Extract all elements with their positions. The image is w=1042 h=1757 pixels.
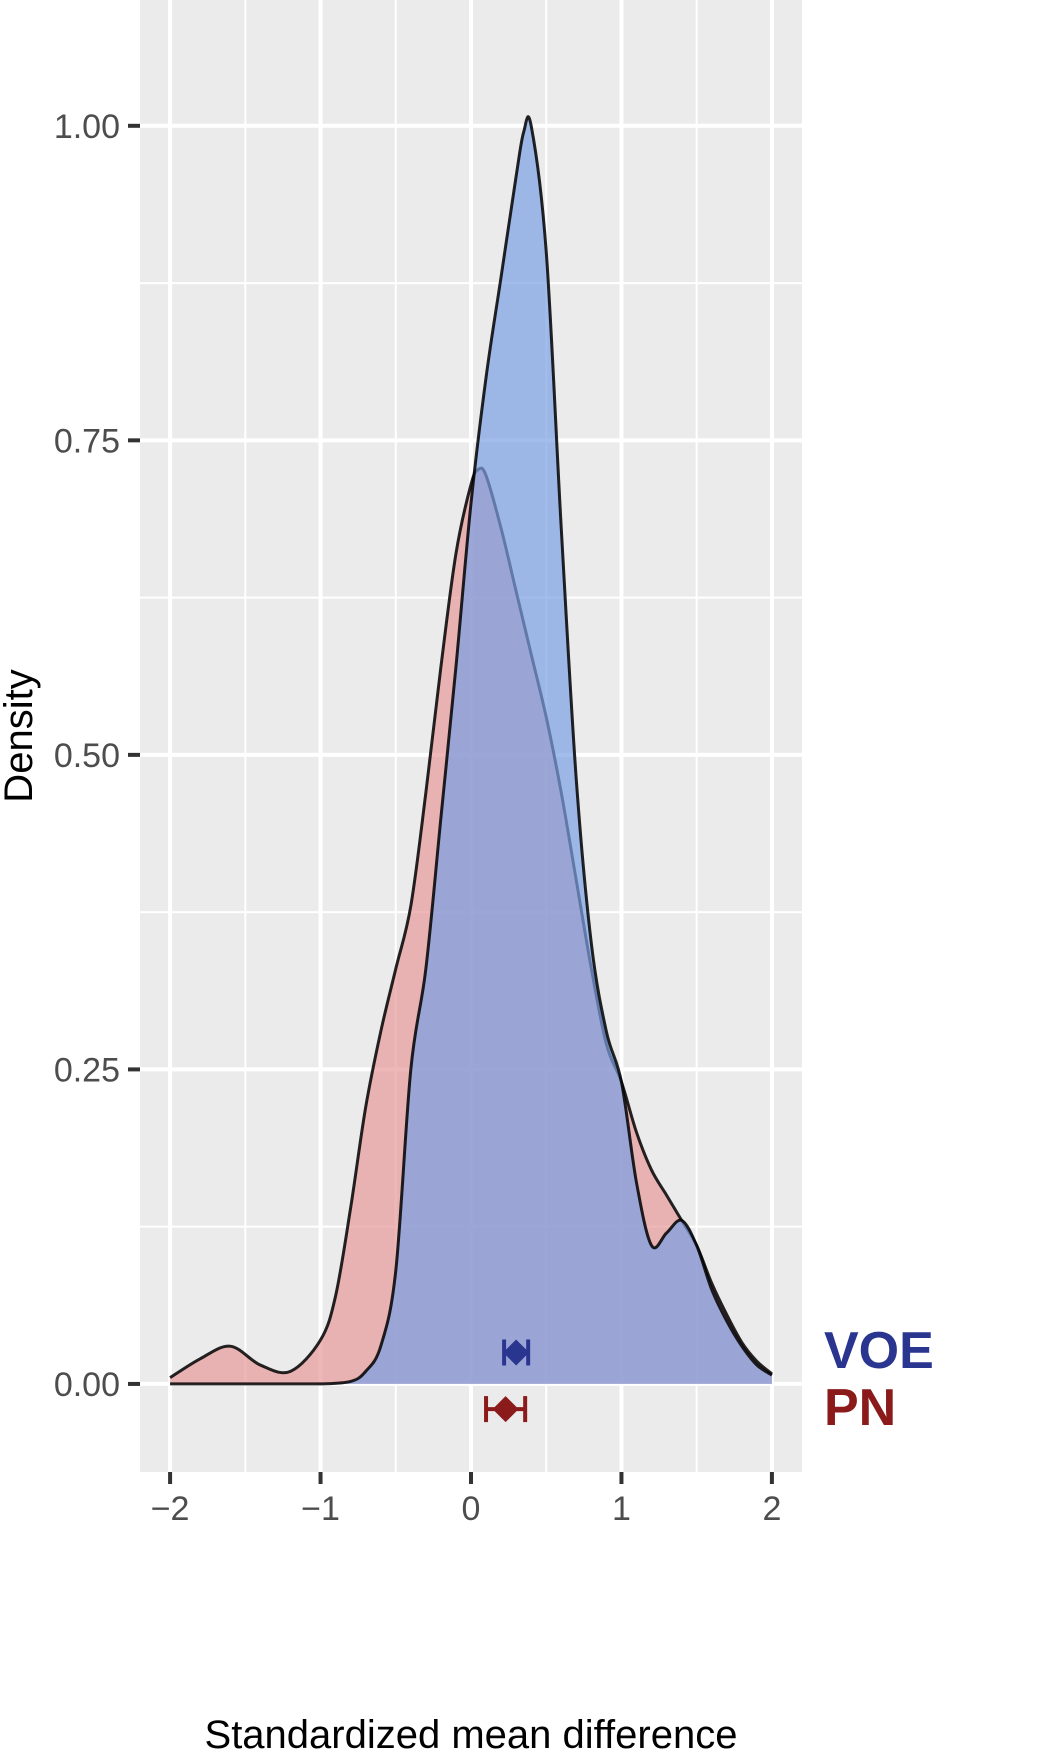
estimate-voe <box>502 1339 531 1366</box>
density-series <box>169 115 773 1386</box>
y-axis-title: Density <box>0 669 41 802</box>
mean-marker-voe <box>503 1339 530 1366</box>
y-tick-label: 0.00 <box>54 1366 120 1404</box>
axes: 0.00 0.25 0.50 0.75 1.00 −2 −1 0 1 2 <box>54 108 782 1528</box>
y-tick-label: 0.50 <box>54 737 120 775</box>
x-tick-label: 0 <box>462 1490 481 1528</box>
y-tick-label: 1.00 <box>54 108 120 146</box>
legend-label-voe: VOE <box>824 1322 934 1380</box>
legend-label-pn: PN <box>824 1379 896 1437</box>
x-tick-label: 1 <box>612 1490 631 1528</box>
density-area-voe <box>170 116 772 1384</box>
x-tick-label: −2 <box>151 1490 190 1528</box>
estimate-pn <box>484 1396 528 1423</box>
x-tick-label: 2 <box>762 1490 781 1528</box>
estimates <box>484 1339 531 1423</box>
mean-marker-pn <box>492 1396 519 1423</box>
y-tick-label: 0.25 <box>54 1051 120 1089</box>
y-tick-label: 0.75 <box>54 422 120 460</box>
x-tick-label: −1 <box>301 1490 340 1528</box>
density-line-voe <box>170 115 773 1386</box>
x-axis-title: Standardized mean difference <box>205 1713 738 1757</box>
